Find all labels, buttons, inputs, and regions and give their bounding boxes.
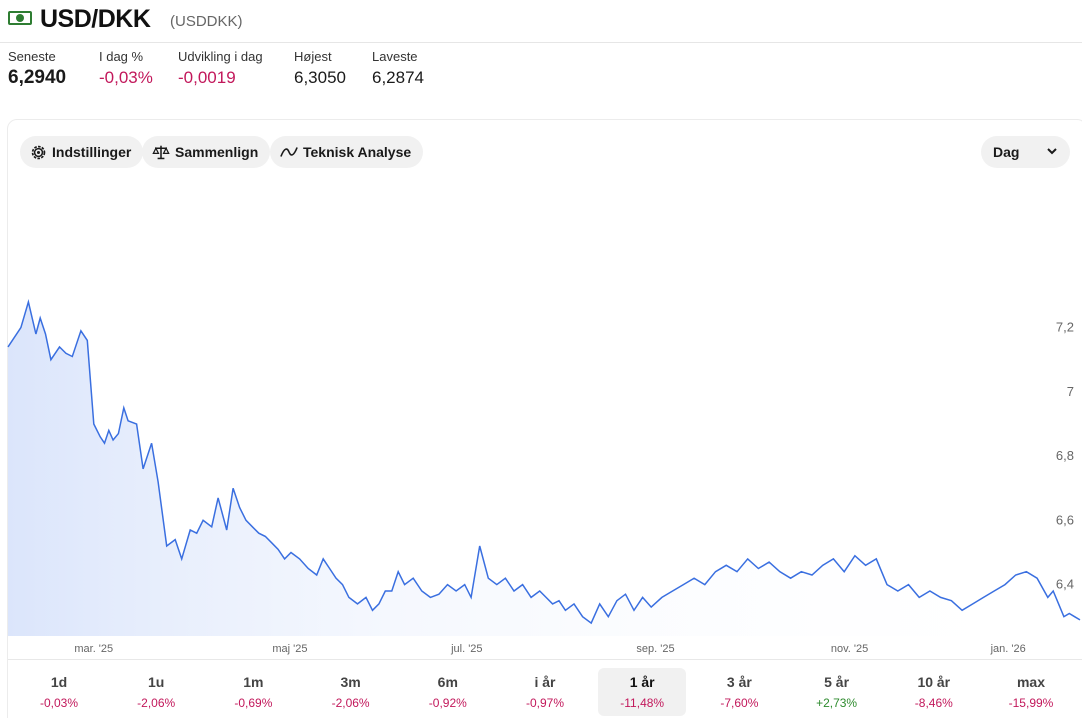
period-button[interactable]: 1 år -11,48% xyxy=(598,668,687,716)
period-selector: 1d -0,03% 1u -2,06% 1m -0,69% 3m -2,06% 6m -0,92%… xyxy=(8,659,1082,718)
period-button[interactable]: 1d -0,03% xyxy=(15,668,103,716)
period-change: -15,99% xyxy=(1008,696,1054,710)
period-label: max xyxy=(1016,674,1046,690)
banknote-icon xyxy=(8,11,32,25)
trend-line-icon xyxy=(280,147,298,157)
x-tick-label: jan. '26 xyxy=(990,643,1026,655)
y-axis: 7,2 7 6,8 6,6 6,4 xyxy=(1056,320,1074,592)
technical-analysis-button[interactable]: Teknisk Analyse xyxy=(270,136,424,168)
x-tick-label: sep. '25 xyxy=(636,643,674,655)
x-tick-label: jul. '25 xyxy=(450,643,482,655)
stat-today-change: Udvikling i dag -0,0019 xyxy=(178,49,263,88)
period-change: +2,73% xyxy=(816,696,858,710)
stat-value: 6,2940 xyxy=(8,67,67,88)
y-tick-label: 6,4 xyxy=(1056,577,1074,592)
page-header: USD/DKK (USDDKK) xyxy=(0,0,1082,43)
stat-label: Højest xyxy=(294,49,332,64)
y-tick-label: 7,2 xyxy=(1056,320,1074,335)
period-button[interactable]: 10 år -8,46% xyxy=(890,668,978,716)
stat-label: Udvikling i dag xyxy=(178,49,263,64)
price-area xyxy=(8,301,1080,636)
x-tick-label: nov. '25 xyxy=(831,643,868,655)
period-label: 6m xyxy=(437,674,458,690)
period-button[interactable]: 6m -0,92% xyxy=(404,668,492,716)
stat-value: -0,03% xyxy=(99,68,153,87)
period-change: -8,46% xyxy=(914,696,953,710)
page-title: USD/DKK xyxy=(40,5,151,33)
quote-stats: Seneste 6,2940 I dag % -0,03% Udvikling … xyxy=(0,49,1082,93)
period-label: 1u xyxy=(148,674,165,690)
stat-today-pct: I dag % -0,03% xyxy=(99,49,153,88)
stat-label: I dag % xyxy=(99,49,144,64)
x-axis: mar. '25 maj '25 jul. '25 sep. '25 nov. '25 j… xyxy=(74,643,1025,655)
stat-label: Seneste xyxy=(8,49,56,64)
period-label: 1m xyxy=(243,674,264,690)
period-label: 10 år xyxy=(917,674,951,690)
stat-value: 6,3050 xyxy=(294,68,346,87)
y-tick-label: 6,6 xyxy=(1056,512,1074,527)
scale-icon xyxy=(152,145,170,159)
period-change: -0,97% xyxy=(525,696,565,710)
price-line xyxy=(7,298,1081,625)
period-button[interactable]: 3 år -7,60% xyxy=(695,668,783,716)
period-change: -0,92% xyxy=(428,696,467,710)
period-change: -11,48% xyxy=(620,696,665,710)
interval-select[interactable]: Dag xyxy=(981,136,1070,168)
y-tick-label: 7 xyxy=(1067,384,1074,399)
stat-value: -0,0019 xyxy=(178,68,236,87)
interval-value: Dag xyxy=(993,144,1020,160)
period-label: 3m xyxy=(340,674,361,690)
chevron-down-icon xyxy=(1047,148,1057,155)
compare-label: Sammenlign xyxy=(175,144,259,160)
period-label: 1 år xyxy=(629,674,655,690)
gear-icon xyxy=(31,145,46,159)
period-label: 5 år xyxy=(824,674,850,690)
period-button[interactable]: 5 år +2,73% xyxy=(793,668,881,716)
period-change: -2,06% xyxy=(331,696,370,710)
x-tick-label: maj '25 xyxy=(272,643,307,655)
x-tick-label: mar. '25 xyxy=(74,643,113,655)
period-button[interactable]: i år -0,97% xyxy=(501,668,589,716)
period-label: 3 år xyxy=(726,674,752,690)
period-change: -2,06% xyxy=(137,696,176,710)
y-tick-label: 6,8 xyxy=(1056,448,1074,463)
stat-label: Laveste xyxy=(372,49,418,64)
settings-button[interactable]: Indstillinger xyxy=(20,136,144,168)
period-button[interactable]: 1m -0,69% xyxy=(209,668,297,716)
period-button[interactable]: max -15,99% xyxy=(987,668,1075,716)
period-change: -0,69% xyxy=(234,696,273,710)
period-change: -7,60% xyxy=(720,696,759,710)
settings-label: Indstillinger xyxy=(52,144,132,160)
compare-button[interactable]: Sammenlign xyxy=(142,136,271,168)
period-button[interactable]: 3m -2,06% xyxy=(307,668,395,716)
period-label: 1d xyxy=(50,674,68,690)
period-change: -0,03% xyxy=(39,696,79,710)
stat-latest: Seneste 6,2940 xyxy=(8,49,66,89)
price-chart[interactable]: 7,2 7 6,8 6,6 6,4 mar. '25 maj '25 jul. '25 sep… xyxy=(0,190,1082,660)
ticker-symbol: (USDDKK) xyxy=(170,13,243,30)
stat-value: 6,2874 xyxy=(372,68,424,87)
stat-high: Højest 6,3050 xyxy=(294,49,346,88)
technical-analysis-label: Teknisk Analyse xyxy=(303,144,412,160)
period-label: i år xyxy=(534,674,556,690)
stat-low: Laveste 6,2874 xyxy=(372,49,424,88)
period-button[interactable]: 1u -2,06% xyxy=(112,668,200,716)
